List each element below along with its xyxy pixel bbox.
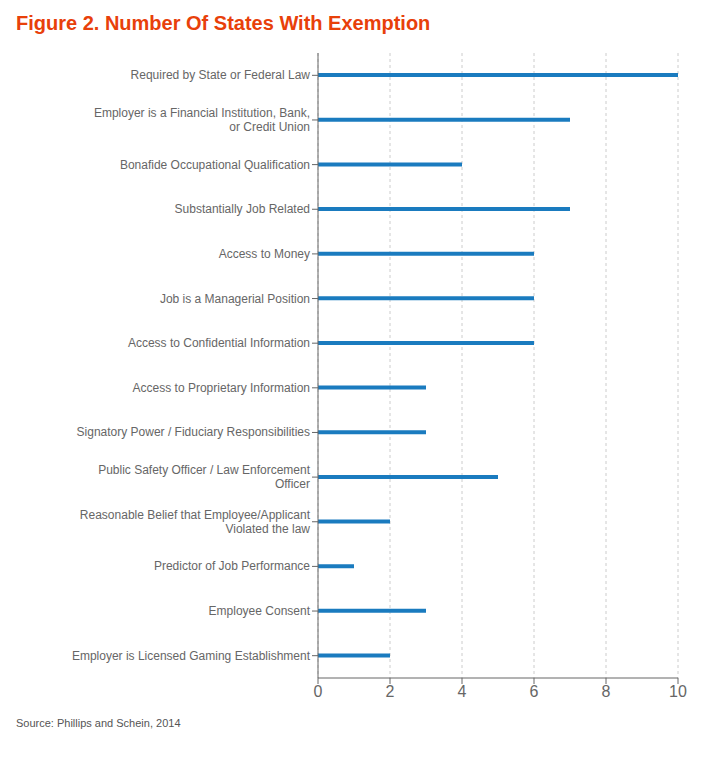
svg-text:Access to Confidential Informa: Access to Confidential Information xyxy=(128,336,310,350)
svg-text:Required by State or Federal L: Required by State or Federal Law xyxy=(131,68,311,82)
svg-text:Reasonable Belief that Employe: Reasonable Belief that Employee/Applican… xyxy=(80,508,311,536)
svg-text:Public Safety Officer / Law En: Public Safety Officer / Law EnforcementO… xyxy=(98,463,311,491)
svg-text:Employer is a Financial Instit: Employer is a Financial Institution, Ban… xyxy=(94,106,310,134)
svg-text:Signatory Power / Fiduciary Re: Signatory Power / Fiduciary Responsibili… xyxy=(77,425,310,439)
svg-text:Access to Proprietary Informat: Access to Proprietary Information xyxy=(133,381,310,395)
svg-text:8: 8 xyxy=(602,683,611,700)
svg-text:4: 4 xyxy=(458,683,467,700)
svg-text:2: 2 xyxy=(386,683,395,700)
svg-text:10: 10 xyxy=(669,683,687,700)
svg-text:0: 0 xyxy=(314,683,323,700)
svg-text:Access to Money: Access to Money xyxy=(219,247,310,261)
svg-text:Predictor of Job Performance: Predictor of Job Performance xyxy=(154,559,310,573)
html-text:Figure 2. Number Of States Wit: Figure 2. Number Of States With Exemptio… xyxy=(16,12,431,34)
svg-text:Substantially Job Related: Substantially Job Related xyxy=(175,202,310,216)
html-text:Source: Phillips and Schein, 2: Source: Phillips and Schein, 2014 xyxy=(16,717,181,729)
svg-text:Job is a Managerial Position: Job is a Managerial Position xyxy=(160,292,310,306)
svg-text:6: 6 xyxy=(530,683,539,700)
svg-text:Employee Consent: Employee Consent xyxy=(209,604,311,618)
svg-text:Employer is Licensed Gaming Es: Employer is Licensed Gaming Establishmen… xyxy=(72,649,311,663)
svg-text:Bonafide Occupational Qualific: Bonafide Occupational Qualification xyxy=(120,158,310,172)
